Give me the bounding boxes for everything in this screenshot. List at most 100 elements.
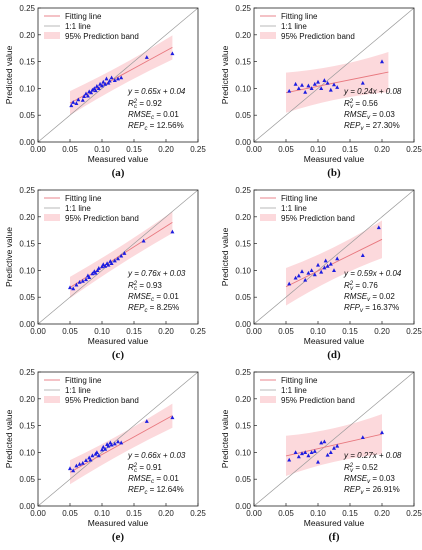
x-tick-label: 0.10: [94, 327, 110, 336]
data-point: [322, 439, 327, 444]
data-point: [104, 76, 109, 81]
plot-frame: [37, 7, 199, 143]
y-axis-label: Predicted value: [4, 45, 14, 104]
data-point: [68, 466, 72, 471]
stat-r2: R2 v = 0.76: [344, 281, 378, 292]
x-tick-label: 0.05: [62, 509, 78, 518]
data-point: [296, 86, 301, 90]
one-to-one-line: [253, 371, 415, 507]
one-to-one-line: [37, 371, 199, 507]
data-point: [100, 264, 104, 269]
data-point: [316, 79, 320, 84]
y-tick-label: 0.00: [19, 138, 35, 147]
x-tick-label: 0.05: [278, 327, 294, 336]
data-point: [89, 90, 94, 95]
data-point: [101, 262, 106, 267]
panel-f: 0.00 0.05 0.10 0.15 0.20 0.25 0.00 0.05 0.10 0.15…: [220, 368, 422, 543]
x-tick-label: 0.15: [126, 145, 142, 154]
stat-r2: R2 c = 0.91: [128, 463, 162, 474]
y-tick-label: 0.15: [235, 422, 251, 431]
one-to-one-line: [253, 7, 415, 143]
legend-fit-label: Fitting line: [65, 12, 102, 21]
one-to-one-line: [37, 7, 199, 143]
data-point: [335, 256, 340, 261]
x-tick-label: 0.20: [374, 509, 390, 518]
y-axis-label: Predicted value: [220, 227, 230, 286]
data-point: [303, 277, 308, 282]
data-point: [112, 258, 117, 263]
data-point: [101, 79, 106, 84]
x-axis-label: Measured value: [88, 336, 149, 346]
data-point: [88, 457, 93, 462]
x-tick-label: 0.15: [342, 327, 358, 336]
x-tick-label: 0.00: [246, 509, 262, 518]
data-point: [71, 100, 76, 104]
data-point: [144, 55, 149, 59]
data-point: [319, 86, 324, 90]
data-point: [332, 82, 336, 87]
legend-band-label: 95% Prediction band: [281, 214, 355, 223]
panel-caption: (c): [112, 349, 125, 361]
legend-fit-label: Fitting line: [65, 194, 102, 203]
data-point: [103, 263, 108, 268]
y-tick-label: 0.25: [19, 368, 35, 377]
panel-caption: (d): [327, 349, 341, 361]
y-tick-label: 0.10: [19, 266, 35, 275]
data-point: [141, 238, 146, 243]
data-point: [303, 450, 308, 454]
panel-c: 0.00 0.05 0.10 0.15 0.20 0.25 0.00 0.05 0.10 0.15…: [4, 186, 206, 361]
data-point: [300, 82, 304, 87]
legend-one-label: 1:1 line: [281, 204, 307, 213]
data-point: [94, 450, 99, 454]
stat-equation: y = 0.59x + 0.04: [343, 269, 402, 278]
data-point: [96, 266, 101, 270]
data-point: [287, 457, 292, 462]
y-tick-label: 0.25: [235, 4, 251, 13]
x-tick-label: 0.25: [406, 145, 422, 154]
stat-rmse: RMSEc = 0.01: [128, 292, 179, 303]
data-point: [106, 443, 111, 448]
stat-rmse: RMSEv = 0.02: [344, 292, 395, 303]
data-point: [119, 75, 124, 80]
y-tick-label: 0.25: [235, 186, 251, 195]
data-point: [144, 419, 149, 423]
x-tick-label: 0.05: [278, 145, 294, 154]
data-point: [94, 84, 99, 88]
data-point: [170, 415, 175, 420]
legend-band-label: 95% Prediction band: [281, 396, 355, 405]
legend-band-label: 95% Prediction band: [281, 32, 355, 41]
data-point: [316, 459, 320, 464]
x-tick-label: 0.15: [126, 509, 142, 518]
y-tick-label: 0.25: [19, 186, 35, 195]
legend-one-label: 1:1 line: [65, 386, 91, 395]
x-tick-label: 0.00: [30, 509, 46, 518]
x-tick-label: 0.20: [158, 327, 174, 336]
stat-rmse: RMSEv = 0.03: [344, 110, 395, 121]
data-point: [380, 59, 384, 64]
data-point: [322, 265, 327, 270]
x-axis-label: Measured value: [304, 154, 365, 164]
data-point: [325, 263, 330, 268]
data-point: [74, 101, 79, 106]
x-tick-label: 0.20: [374, 145, 390, 154]
data-point: [96, 86, 101, 90]
data-point: [328, 450, 333, 454]
x-tick-label: 0.00: [30, 145, 46, 154]
data-point: [74, 463, 79, 468]
plot-frame: [253, 371, 415, 507]
data-point: [360, 80, 365, 85]
fitting-line: [285, 71, 389, 94]
data-point: [93, 88, 98, 93]
stat-equation: y = 0.76x + 0.03: [127, 269, 186, 278]
y-axis-label: Predicted value: [4, 409, 14, 468]
data-point: [80, 278, 85, 283]
x-tick-label: 0.05: [62, 327, 78, 336]
data-point: [312, 81, 317, 86]
data-point: [335, 85, 340, 89]
stat-equation: y = 0.65x + 0.04: [127, 87, 186, 96]
data-point: [90, 453, 95, 458]
data-point: [306, 83, 311, 88]
x-tick-label: 0.20: [158, 145, 174, 154]
data-point: [376, 225, 381, 230]
data-point: [335, 443, 340, 448]
